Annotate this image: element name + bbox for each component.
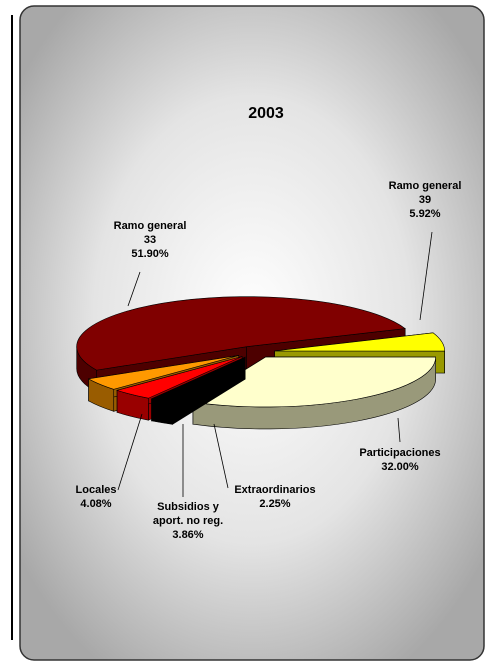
slice [274,332,445,352]
value-label: 32.00% [381,461,419,473]
label-line: Locales [76,484,117,496]
chart-title: 2003 [248,105,284,122]
value-label: 5.92% [409,208,440,220]
value-label: 51.90% [131,248,169,260]
slice-label: Participaciones [359,447,440,459]
slice-label: Locales [76,484,117,496]
value-label: 3.86% [172,529,203,541]
label-line: Participaciones [359,447,440,459]
leader-line [213,423,229,489]
slice [76,296,406,371]
slice [150,356,246,403]
label-line: Extraordinarios [234,484,315,496]
label-line: Ramo general [389,180,462,192]
leader-line [397,417,401,443]
label-line: 33 [144,234,156,246]
slice [87,355,239,390]
leader-line [127,271,141,307]
label-line: Ramo general [114,220,187,232]
slice [192,356,436,408]
label-line: 39 [419,194,431,206]
slice-label: Extraordinarios [234,484,315,496]
label-line: Subsidios y [157,501,220,513]
slice-label: Subsidios y aport. no reg. [153,501,223,527]
label-line: aport. no reg. [153,515,223,527]
value-label: 2.25% [259,498,290,510]
slice-label: Ramo general 33 [114,220,187,246]
slice-label: Ramo general 39 [389,180,462,206]
slice [116,356,243,399]
slice-wall [151,398,173,425]
leader-line [419,231,433,321]
leader-line [117,413,143,491]
value-label: 4.08% [80,498,111,510]
